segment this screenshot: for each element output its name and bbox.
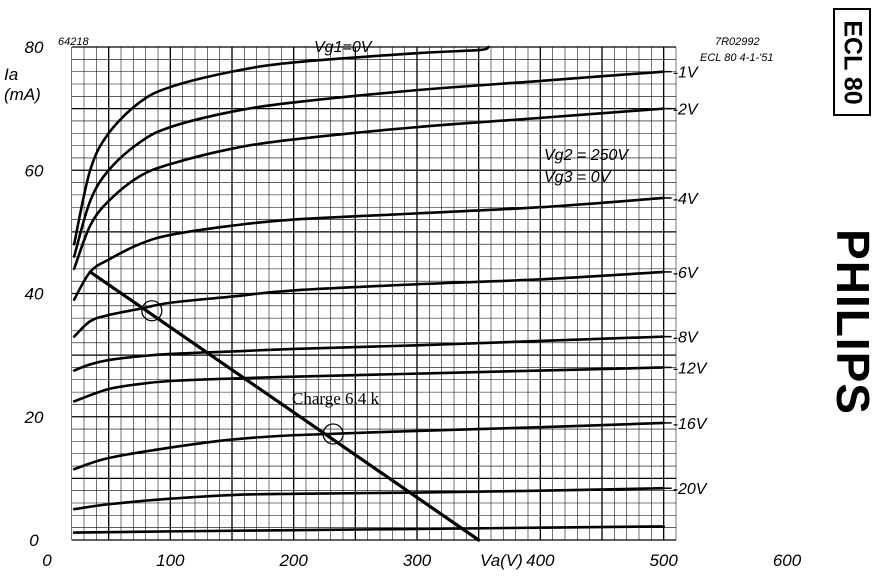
x-axis-label: Va(V) bbox=[480, 551, 523, 570]
anode-curves: Vg1=0V -1V -2V -4V -6V -8V -12V -16V -20V bbox=[72, 39, 708, 534]
major-grid bbox=[71, 46, 676, 541]
y-tick-label: 0 bbox=[29, 531, 39, 550]
curve--2v bbox=[72, 107, 665, 271]
curve--4v bbox=[72, 196, 665, 301]
y-tick-label: 60 bbox=[25, 161, 44, 180]
y-tick-label: 40 bbox=[25, 285, 44, 304]
x-tick-label: 500 bbox=[649, 551, 678, 570]
y-axis-unit: (mA) bbox=[4, 85, 41, 104]
curve--20v bbox=[72, 486, 665, 511]
x-tick-label: 400 bbox=[526, 551, 555, 570]
drawing-reference: ECL 80 4-1-'51 bbox=[700, 52, 773, 64]
y-tick-label: 20 bbox=[24, 408, 44, 427]
vg3-label: Vg3 = 0V bbox=[544, 169, 612, 186]
operating-point-marker bbox=[141, 300, 163, 322]
curve-label-vg1: Vg1=0V bbox=[314, 39, 373, 56]
curve-label: -16V bbox=[673, 416, 708, 433]
load-line-label: Charge 6,4 k bbox=[292, 389, 380, 408]
brand-logo: PHILIPS bbox=[827, 229, 879, 415]
curve--6v bbox=[72, 270, 665, 338]
y-tick-label: 80 bbox=[25, 38, 44, 57]
curve-label: -8V bbox=[673, 330, 699, 347]
curve--1v bbox=[72, 70, 665, 258]
curve-label: -6V bbox=[673, 265, 699, 282]
load-line-layer bbox=[88, 270, 481, 542]
x-tick-label: 200 bbox=[278, 551, 308, 570]
curve-unlabeled bbox=[72, 525, 665, 534]
curve-label: -4V bbox=[673, 191, 699, 208]
operating-point-marker bbox=[322, 423, 344, 445]
curve--8v bbox=[72, 335, 665, 372]
curve-label: -2V bbox=[673, 102, 699, 119]
curve-label: -20V bbox=[673, 481, 708, 498]
curve-label: -1V bbox=[673, 65, 699, 82]
x-tick-label: 600 bbox=[773, 551, 802, 570]
tube-type-box: ECL 80 bbox=[833, 8, 871, 116]
tube-type-label: ECL 80 bbox=[838, 19, 867, 105]
x-tick-label: 100 bbox=[156, 551, 185, 570]
x-tick-label: 0 bbox=[42, 551, 52, 570]
load-line bbox=[88, 270, 481, 542]
drawing-number-left: 64218 bbox=[58, 36, 89, 48]
vg2-label: Vg2 = 250V bbox=[544, 147, 629, 164]
drawing-number-right: 7R02992 bbox=[715, 36, 760, 48]
curve-label: -12V bbox=[673, 360, 708, 377]
curve-vg10v bbox=[72, 45, 490, 246]
x-tick-label: 300 bbox=[403, 551, 432, 570]
tick-labels: 0 100 200 300 400 500 600 0 20 40 60 80 (mA) bbox=[4, 38, 802, 570]
curve--12v bbox=[72, 366, 665, 403]
curve--16v bbox=[72, 421, 665, 471]
y-axis-label-symbol: Ia bbox=[4, 65, 18, 84]
